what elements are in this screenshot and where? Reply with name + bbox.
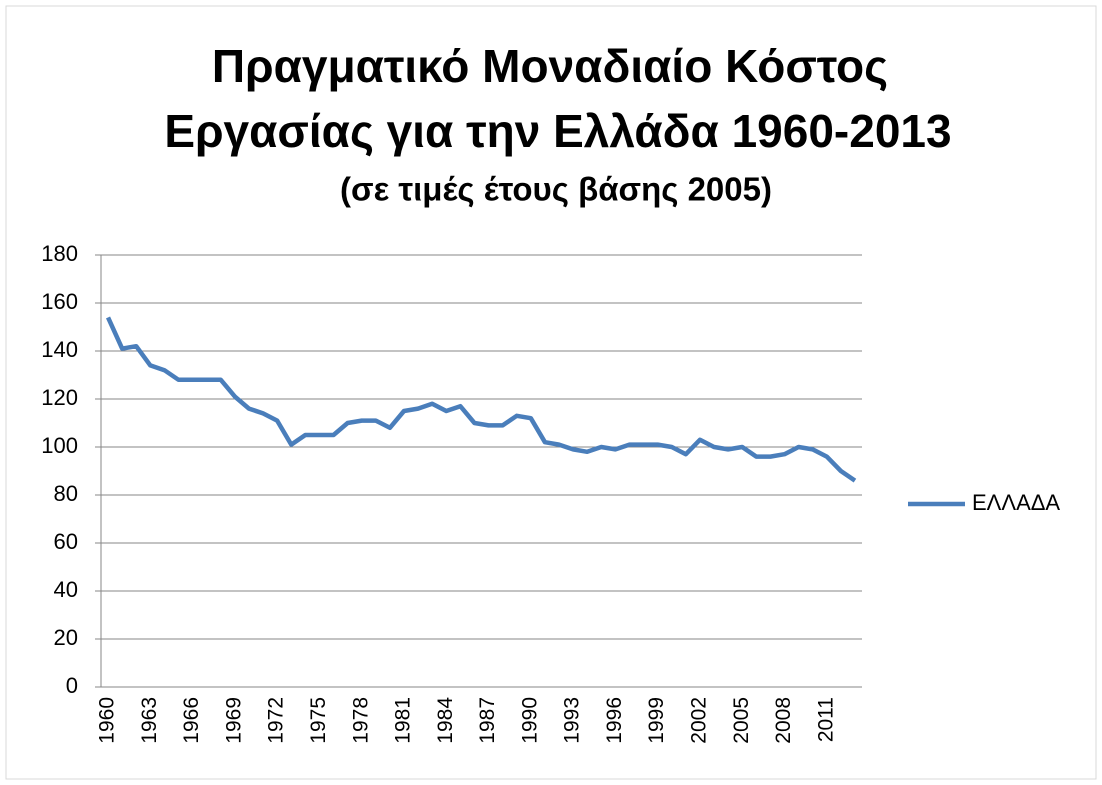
x-tick-label: 2008 xyxy=(772,697,795,744)
chart-subtitle: (σε τιμές έτους βάσης 2005) xyxy=(340,171,772,208)
y-tick-label: 180 xyxy=(41,241,78,266)
legend-label: ΕΛΛΑΔΑ xyxy=(972,490,1060,515)
y-tick-label: 100 xyxy=(41,433,78,458)
x-tick-label: 1966 xyxy=(180,697,203,744)
x-tick-label: 2011 xyxy=(814,697,837,742)
chart-title: Πραγματικό Μοναδιαίο Κόστος xyxy=(212,40,888,92)
y-tick-label: 160 xyxy=(41,289,78,314)
y-tick-label: 120 xyxy=(41,385,78,410)
x-tick-label: 1984 xyxy=(434,697,457,744)
y-tick-label: 40 xyxy=(54,577,78,602)
chart-title: Εργασίας για την Ελλάδα 1960-2013 xyxy=(164,105,951,157)
x-tick-label: 1960 xyxy=(96,697,119,744)
data-line xyxy=(105,316,857,483)
x-tick-label: 1999 xyxy=(645,697,668,744)
x-tick-label: 1972 xyxy=(265,697,288,744)
y-tick-label: 60 xyxy=(54,529,78,554)
y-tick-label: 20 xyxy=(54,625,78,650)
chart-frame xyxy=(5,5,1097,780)
x-tick-label: 2005 xyxy=(730,697,753,744)
x-tick-label: 1963 xyxy=(138,697,161,744)
y-tick-label: 80 xyxy=(54,481,78,506)
x-tick-label: 1969 xyxy=(222,697,245,744)
x-tick-label: 1996 xyxy=(603,697,626,744)
x-tick-label: 1981 xyxy=(392,697,415,744)
x-tick-label: 1975 xyxy=(307,697,330,744)
x-tick-label: 2002 xyxy=(687,697,710,744)
y-tick-label: 0 xyxy=(66,673,78,698)
x-tick-label: 1993 xyxy=(561,697,584,744)
y-tick-label: 140 xyxy=(41,337,78,362)
x-tick-label: 1987 xyxy=(476,697,499,744)
x-tick-label: 1978 xyxy=(349,697,372,744)
x-tick-label: 1990 xyxy=(518,697,541,744)
